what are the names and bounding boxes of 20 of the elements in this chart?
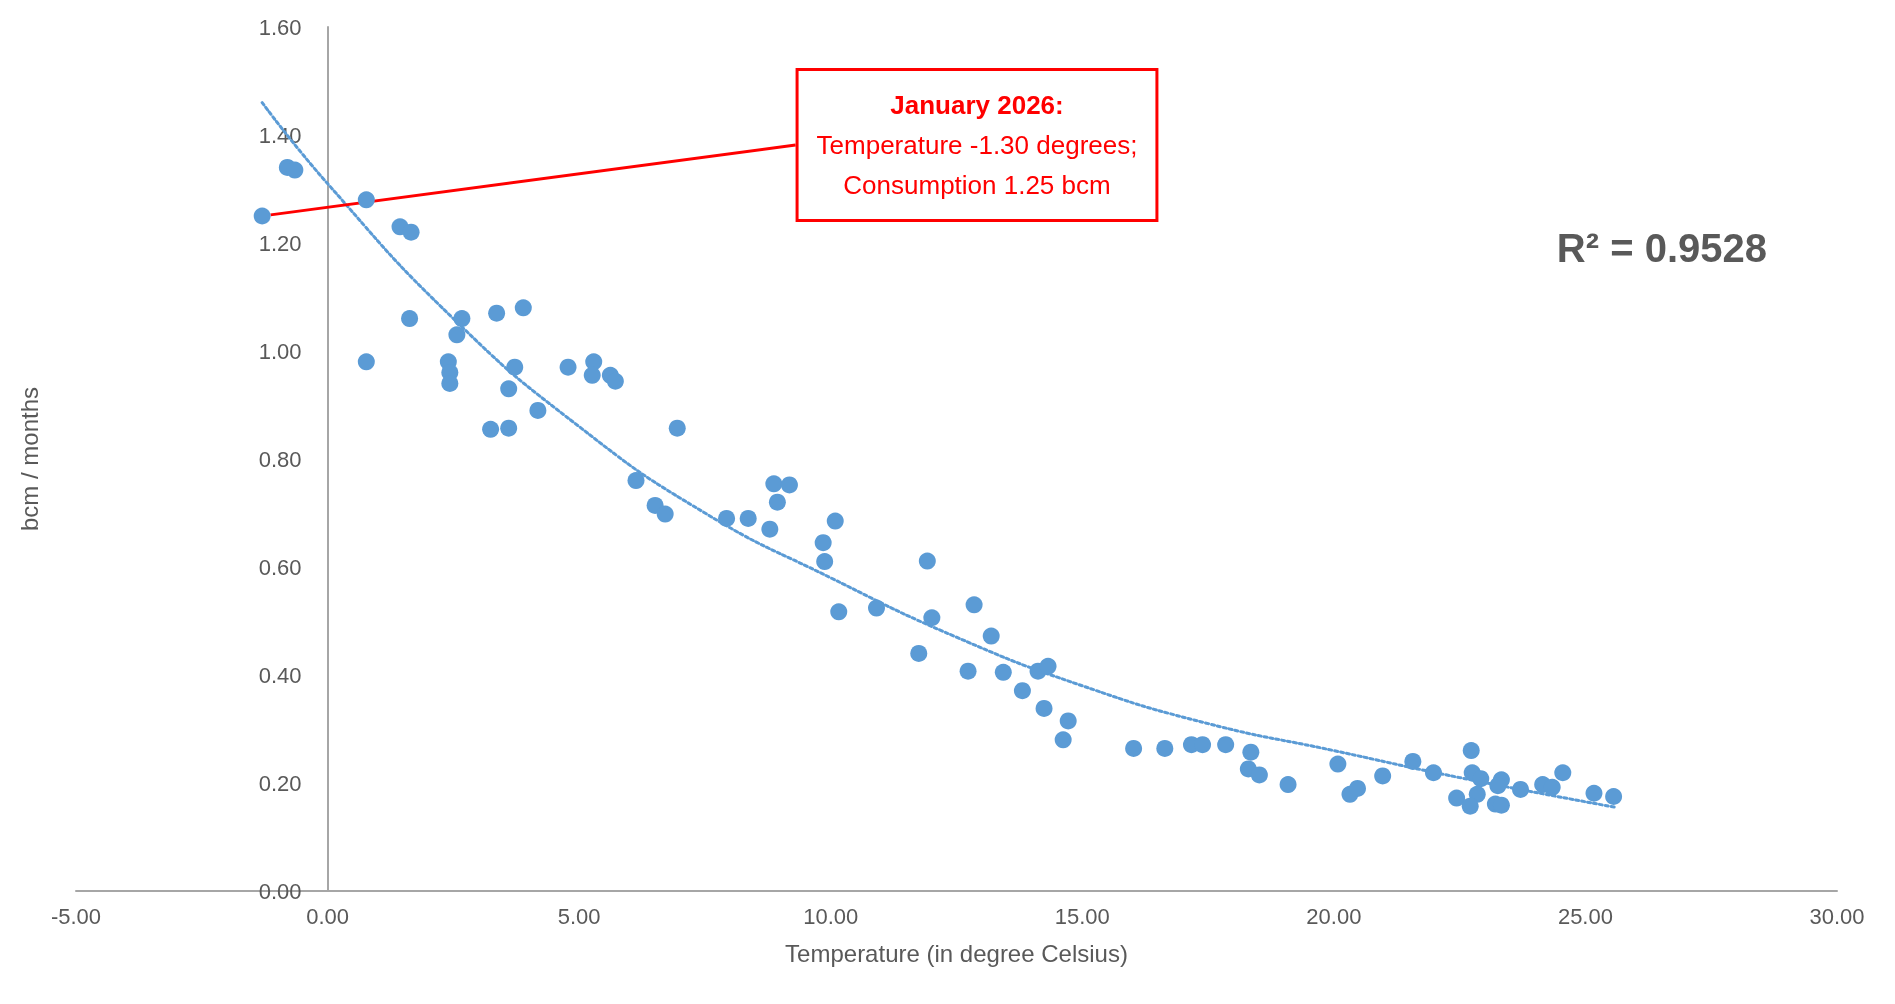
x-tick-label: 20.00 bbox=[1306, 903, 1362, 929]
y-tick-label: 1.00 bbox=[258, 338, 302, 364]
x-tick-label: 0.00 bbox=[306, 903, 349, 929]
x-tick-label: -5.00 bbox=[50, 903, 102, 929]
y-tick-label: 1.60 bbox=[258, 14, 302, 40]
y-tick-label: 0.40 bbox=[258, 662, 302, 688]
annotation: January 2026: Temperature -1.30 degrees; Consumption 1.25 bcm bbox=[816, 90, 1138, 200]
annotation: R² = 0.9528 bbox=[1556, 226, 1767, 270]
y-axis-title: bcm / months bbox=[16, 386, 44, 532]
y-tick-label: 0.00 bbox=[258, 878, 302, 904]
x-tick-label: 10.00 bbox=[803, 903, 859, 929]
x-tick-label: 15.00 bbox=[1054, 903, 1110, 929]
y-tick-label: 0.80 bbox=[258, 446, 302, 472]
x-tick-label: 5.00 bbox=[557, 903, 601, 929]
y-tick-label: 1.20 bbox=[258, 230, 302, 256]
x-tick-label: 30.00 bbox=[1809, 903, 1865, 929]
x-tick-label: 25.00 bbox=[1557, 903, 1613, 929]
y-tick-label: 0.20 bbox=[258, 770, 302, 796]
y-tick-label: 0.60 bbox=[258, 554, 302, 580]
x-axis-title: Temperature (in degree Celsius) bbox=[785, 939, 1128, 967]
